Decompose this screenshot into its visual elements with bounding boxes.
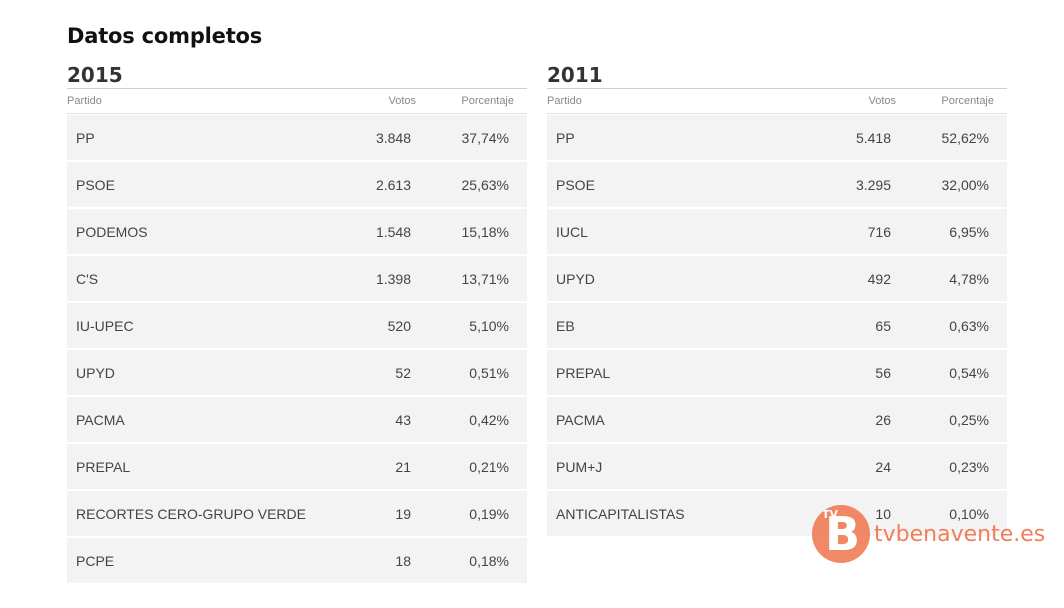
- votes-cell: 3.295: [855, 176, 891, 193]
- table-row: IUCL 716 6,95%: [547, 209, 1007, 254]
- party-cell: RECORTES CERO-GRUPO VERDE: [76, 505, 306, 522]
- party-cell: PREPAL: [76, 458, 131, 475]
- table-row: ANTICAPITALISTAS 10 0,10%: [547, 491, 1007, 536]
- percentage-cell: 6,95%: [949, 223, 989, 240]
- party-cell: PCPE: [76, 552, 115, 569]
- table-row: PP 3.848 37,74%: [67, 115, 527, 160]
- party-cell: PACMA: [556, 411, 605, 428]
- percentage-cell: 4,78%: [949, 270, 989, 287]
- votes-cell: 1.398: [375, 270, 411, 287]
- votes-cell: 19: [395, 505, 411, 522]
- table-row: PREPAL 56 0,54%: [547, 350, 1007, 395]
- page-title: Datos completos: [67, 24, 263, 48]
- table-row: PCPE 18 0,18%: [67, 538, 527, 583]
- party-cell: EB: [556, 317, 575, 334]
- party-cell: PODEMOS: [76, 223, 148, 240]
- percentage-cell: 0,54%: [949, 364, 989, 381]
- table-row: PACMA 26 0,25%: [547, 397, 1007, 442]
- watermark-logo: B TV tvbenavente.es: [812, 505, 1045, 563]
- table-header: Partido Votos Porcentaje: [547, 89, 1007, 114]
- table-row: UPYD 492 4,78%: [547, 256, 1007, 301]
- party-cell: PP: [556, 129, 575, 146]
- votes-cell: 492: [867, 270, 891, 287]
- results-table-2011: 2011 Partido Votos Porcentaje PP 5.418 52,…: [547, 62, 1007, 538]
- percentage-cell: 0,25%: [949, 411, 989, 428]
- votes-cell: 56: [875, 364, 891, 381]
- header-votes: Votos: [868, 95, 896, 107]
- votes-cell: 3.848: [375, 129, 411, 146]
- percentage-cell: 37,74%: [461, 129, 509, 146]
- table-row: RECORTES CERO-GRUPO VERDE 19 0,19%: [67, 491, 527, 536]
- table-row: C'S 1.398 13,71%: [67, 256, 527, 301]
- votes-cell: 5.418: [855, 129, 891, 146]
- votes-cell: 18: [395, 552, 411, 569]
- percentage-cell: 25,63%: [461, 176, 509, 193]
- tvb-logo-icon: B TV: [812, 505, 870, 563]
- percentage-cell: 0,21%: [469, 458, 509, 475]
- percentage-cell: 0,51%: [469, 364, 509, 381]
- percentage-cell: 0,42%: [469, 411, 509, 428]
- table-row: PSOE 3.295 32,00%: [547, 162, 1007, 207]
- percentage-cell: 0,19%: [469, 505, 509, 522]
- party-cell: PUM+J: [556, 458, 603, 475]
- table-row: UPYD 52 0,51%: [67, 350, 527, 395]
- percentage-cell: 52,62%: [941, 129, 989, 146]
- votes-cell: 21: [395, 458, 411, 475]
- votes-cell: 24: [875, 458, 891, 475]
- percentage-cell: 0,23%: [949, 458, 989, 475]
- party-cell: PSOE: [556, 176, 595, 193]
- party-cell: PREPAL: [556, 364, 611, 381]
- table-row: PREPAL 21 0,21%: [67, 444, 527, 489]
- party-cell: IU-UPEC: [76, 317, 134, 334]
- results-table-2015: 2015 Partido Votos Porcentaje PP 3.848 37,…: [67, 62, 527, 585]
- header-percentage: Porcentaje: [461, 95, 514, 107]
- votes-cell: 1.548: [375, 223, 411, 240]
- table-body: PP 3.848 37,74% PSOE 2.613 25,63% PODEMOS 1.548…: [67, 115, 527, 583]
- party-cell: UPYD: [556, 270, 595, 287]
- party-cell: PSOE: [76, 176, 115, 193]
- header-party: Partido: [67, 95, 102, 107]
- header-percentage: Porcentaje: [941, 95, 994, 107]
- table-header: Partido Votos Porcentaje: [67, 89, 527, 114]
- table-year: 2011: [547, 62, 1007, 89]
- votes-cell: 520: [387, 317, 411, 334]
- party-cell: PP: [76, 129, 95, 146]
- table-row: PUM+J 24 0,23%: [547, 444, 1007, 489]
- table-body: PP 5.418 52,62% PSOE 3.295 32,00% IUCL 716 6,95%…: [547, 115, 1007, 536]
- percentage-cell: 0,18%: [469, 552, 509, 569]
- table-year: 2015: [67, 62, 527, 89]
- percentage-cell: 0,63%: [949, 317, 989, 334]
- votes-cell: 65: [875, 317, 891, 334]
- percentage-cell: 15,18%: [461, 223, 509, 240]
- votes-cell: 10: [875, 505, 891, 522]
- table-row: PACMA 43 0,42%: [67, 397, 527, 442]
- votes-cell: 43: [395, 411, 411, 428]
- table-row: PSOE 2.613 25,63%: [67, 162, 527, 207]
- table-row: IU-UPEC 520 5,10%: [67, 303, 527, 348]
- party-cell: IUCL: [556, 223, 588, 240]
- percentage-cell: 0,10%: [949, 505, 989, 522]
- votes-cell: 716: [867, 223, 891, 240]
- header-votes: Votos: [388, 95, 416, 107]
- table-row: EB 65 0,63%: [547, 303, 1007, 348]
- party-cell: UPYD: [76, 364, 115, 381]
- votes-cell: 26: [875, 411, 891, 428]
- percentage-cell: 5,10%: [469, 317, 509, 334]
- table-row: PP 5.418 52,62%: [547, 115, 1007, 160]
- party-cell: ANTICAPITALISTAS: [556, 505, 685, 522]
- table-row: PODEMOS 1.548 15,18%: [67, 209, 527, 254]
- party-cell: C'S: [76, 270, 99, 287]
- percentage-cell: 32,00%: [941, 176, 989, 193]
- votes-cell: 52: [395, 364, 411, 381]
- percentage-cell: 13,71%: [461, 270, 509, 287]
- header-party: Partido: [547, 95, 582, 107]
- party-cell: PACMA: [76, 411, 125, 428]
- watermark-text: tvbenavente.es: [874, 521, 1046, 547]
- votes-cell: 2.613: [375, 176, 411, 193]
